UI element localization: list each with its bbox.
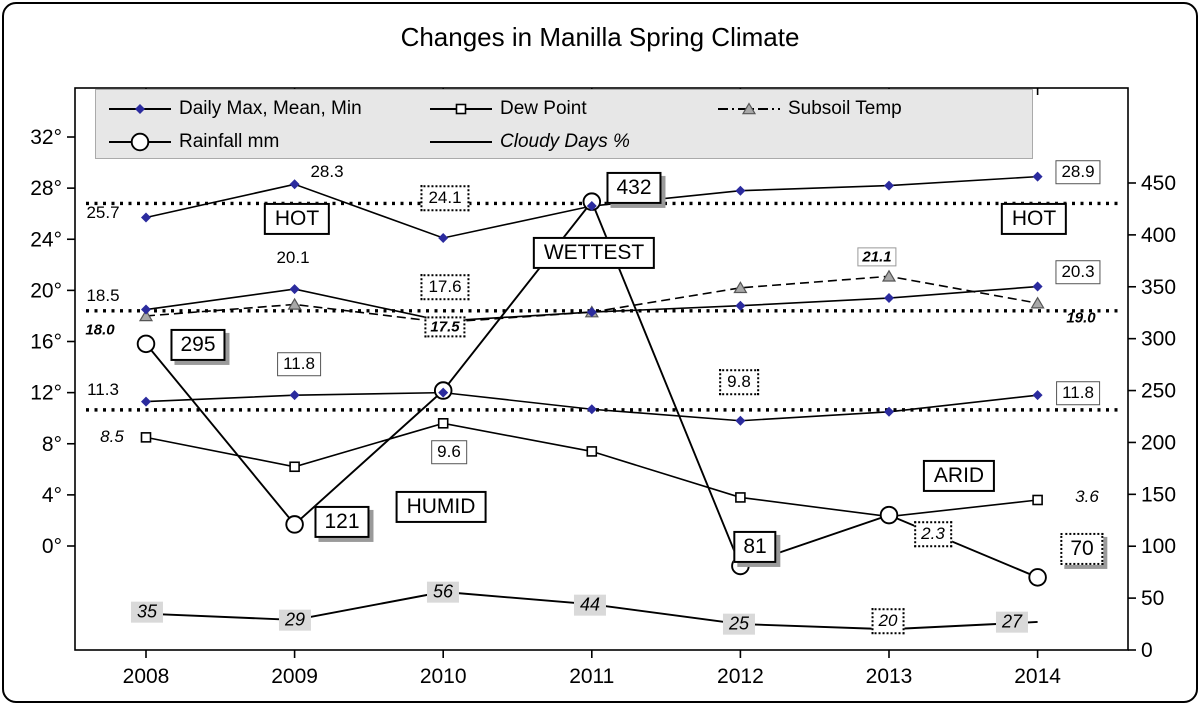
marker-triangle-subsoil-temp	[287, 297, 302, 310]
legend-label: Dew Point	[500, 98, 587, 119]
x-axis-year-label: 2010	[420, 665, 467, 688]
marker-circle-rainfall-mm	[285, 515, 304, 534]
legend-label: Cloudy Days %	[500, 131, 630, 152]
marker-square-dew-point	[586, 446, 598, 457]
marker-diamond-daily-max	[884, 180, 894, 191]
legend-triangle-icon	[718, 102, 780, 115]
legend-item-cloudy-days: Cloudy Days %	[430, 131, 630, 153]
marker-circle-rainfall-mm	[136, 334, 156, 354]
legend-item-rainfall-mm: Rainfall mm	[109, 131, 279, 153]
left-axis-tick-label: 16°	[30, 331, 62, 354]
marker-diamond-daily-min	[884, 406, 894, 417]
right-axis-tick-label: 150	[1141, 483, 1176, 506]
legend-item-daily-max-mean-min: Daily Max, Mean, Min	[109, 98, 362, 120]
marker-diamond-daily-max	[141, 212, 151, 223]
marker-diamond-daily-min	[141, 396, 151, 407]
legend-marker-circle	[130, 132, 150, 152]
marker-diamond-daily-min	[586, 404, 597, 415]
legend: Daily Max, Mean, Min Dew Point Subsoil Tem…	[95, 89, 1033, 159]
marker-diamond-daily-max	[735, 185, 746, 196]
marker-triangle-subsoil-temp	[1030, 296, 1045, 309]
legend-label: Subsoil Temp	[788, 98, 902, 119]
series-line-rainfall-mm	[145, 199, 1038, 579]
right-axis-tick-label: 50	[1141, 587, 1164, 610]
legend-square-icon	[430, 103, 492, 115]
marker-diamond-daily-mean	[1032, 281, 1043, 292]
x-axis-year-label: 2014	[1014, 665, 1061, 688]
marker-triangle-subsoil-temp	[733, 281, 748, 294]
left-axis-tick-label: 28°	[30, 177, 62, 200]
marker-square-dew-point	[289, 461, 300, 473]
marker-diamond-daily-max	[289, 179, 300, 190]
marker-diamond-daily-max	[1032, 171, 1043, 182]
marker-diamond-daily-mean	[141, 304, 151, 315]
right-axis-tick-label: 100	[1141, 535, 1176, 558]
x-axis-year-label: 2011	[569, 665, 614, 688]
marker-diamond-daily-mean	[289, 284, 300, 295]
legend-line-icon	[430, 141, 492, 143]
legend-circle-icon	[109, 132, 171, 152]
legend-marker-square	[455, 103, 467, 115]
marker-square-dew-point	[140, 432, 152, 443]
left-axis-tick-label: 24°	[30, 228, 62, 251]
right-axis-tick-label: 200	[1141, 431, 1176, 454]
legend-diamond-icon	[109, 104, 171, 114]
right-axis-tick-label: 450	[1141, 172, 1176, 195]
left-axis-tick-label: 20°	[30, 279, 62, 302]
legend-marker-triangle	[741, 102, 757, 115]
x-axis-year-label: 2009	[271, 665, 318, 688]
series-line-dew-point	[145, 422, 1038, 518]
marker-diamond-daily-mean	[884, 293, 894, 304]
right-axis-tick-label: 0	[1141, 639, 1153, 662]
left-axis-tick-label: 32°	[30, 126, 62, 149]
marker-diamond-daily-max	[586, 201, 597, 212]
right-axis-tick-label: 400	[1141, 224, 1176, 247]
marker-diamond-daily-min	[735, 415, 746, 426]
marker-diamond-daily-min	[1032, 390, 1043, 401]
plot-frame	[74, 87, 1129, 651]
marker-square-dew-point	[735, 492, 746, 503]
marker-circle-rainfall-mm	[879, 505, 899, 525]
marker-square-dew-point	[437, 418, 449, 429]
marker-diamond-daily-min	[438, 387, 449, 398]
series-line-cloudy-days	[145, 590, 1038, 631]
legend-item-subsoil-temp: Subsoil Temp	[718, 98, 902, 120]
x-axis-year-label: 2013	[866, 665, 913, 688]
left-axis-tick-label: 4°	[42, 484, 62, 507]
legend-marker-diamond	[135, 104, 145, 114]
x-axis-year-label: 2008	[123, 665, 170, 688]
legend-label: Daily Max, Mean, Min	[179, 98, 362, 119]
marker-diamond-daily-mean	[586, 307, 597, 318]
right-axis-tick-label: 250	[1141, 380, 1176, 403]
x-axis-year-label: 2012	[717, 665, 764, 688]
legend-label: Rainfall mm	[179, 131, 280, 152]
marker-triangle-subsoil-temp	[881, 269, 897, 282]
right-axis-tick-label: 350	[1141, 276, 1176, 299]
marker-diamond-daily-min	[289, 390, 300, 401]
marker-circle-rainfall-mm	[731, 556, 750, 576]
marker-square-dew-point	[1032, 494, 1043, 506]
marker-triangle-subsoil-temp	[138, 309, 154, 322]
left-axis-tick-label: 0°	[42, 535, 62, 558]
legend-item-dew-point: Dew Point	[430, 98, 587, 120]
left-axis-tick-label: 8°	[42, 433, 62, 456]
marker-circle-rainfall-mm	[1028, 568, 1047, 587]
marker-diamond-daily-max	[438, 232, 449, 243]
left-axis-tick-label: 12°	[30, 382, 62, 405]
marker-diamond-daily-mean	[735, 300, 746, 311]
right-axis-tick-label: 300	[1141, 328, 1176, 351]
chart-title: Changes in Manilla Spring Climate	[400, 22, 800, 52]
